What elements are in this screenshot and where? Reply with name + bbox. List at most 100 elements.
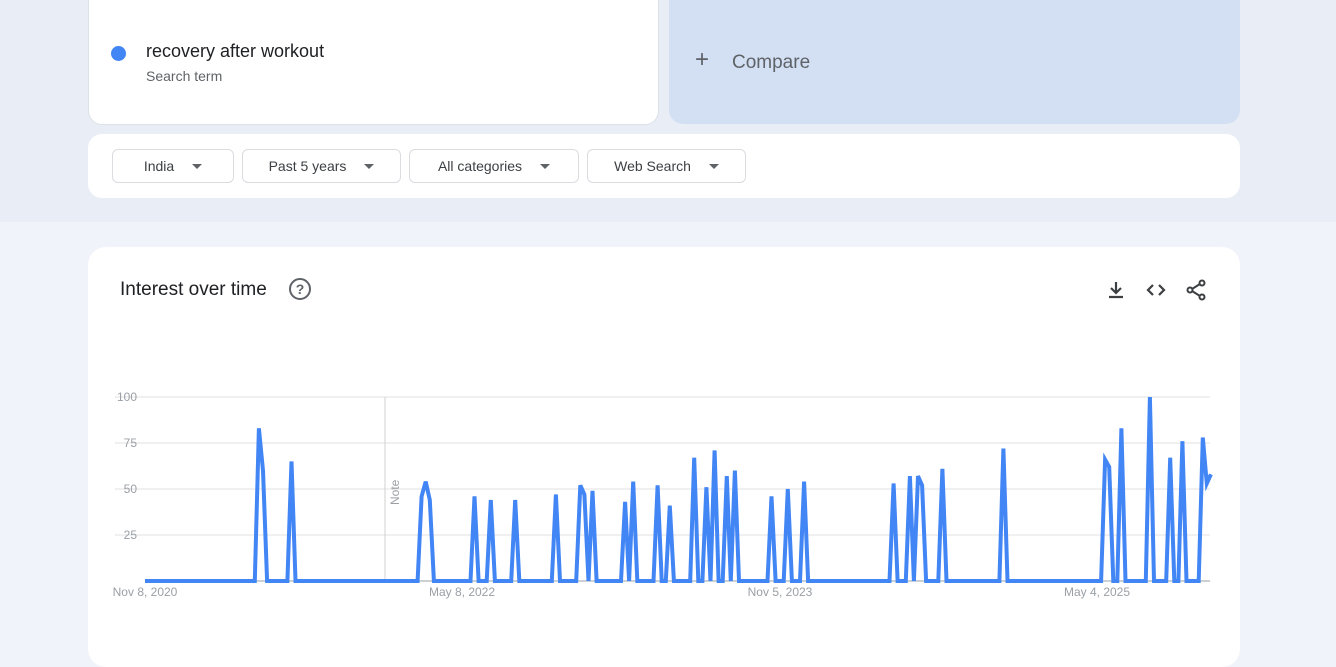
data-point[interactable]	[806, 579, 810, 583]
data-point[interactable]	[595, 579, 599, 583]
data-point[interactable]	[875, 579, 879, 583]
data-point[interactable]	[749, 579, 753, 583]
data-point[interactable]	[151, 579, 155, 583]
data-point[interactable]	[647, 579, 651, 583]
data-point[interactable]	[713, 448, 717, 452]
data-point[interactable]	[485, 579, 489, 583]
data-point[interactable]	[920, 483, 924, 487]
data-point[interactable]	[591, 489, 595, 493]
data-point[interactable]	[171, 579, 175, 583]
data-point[interactable]	[180, 579, 184, 583]
data-point[interactable]	[566, 579, 570, 583]
data-point[interactable]	[249, 579, 253, 583]
data-point[interactable]	[623, 500, 627, 504]
data-point[interactable]	[1030, 579, 1034, 583]
data-point[interactable]	[692, 456, 696, 460]
data-point[interactable]	[428, 498, 432, 502]
data-point[interactable]	[224, 579, 228, 583]
data-point[interactable]	[863, 579, 867, 583]
data-point[interactable]	[1091, 579, 1095, 583]
data-point[interactable]	[957, 579, 961, 583]
data-point[interactable]	[745, 579, 749, 583]
data-point[interactable]	[464, 579, 468, 583]
data-point[interactable]	[709, 579, 713, 583]
data-point[interactable]	[163, 579, 167, 583]
data-point[interactable]	[1168, 456, 1172, 460]
data-point[interactable]	[375, 579, 379, 583]
data-point[interactable]	[509, 579, 513, 583]
data-point[interactable]	[493, 579, 497, 583]
data-point[interactable]	[1132, 579, 1136, 583]
data-point[interactable]	[517, 579, 521, 583]
data-point[interactable]	[314, 579, 318, 583]
data-point[interactable]	[997, 579, 1001, 583]
data-point[interactable]	[359, 579, 363, 583]
data-point[interactable]	[888, 579, 892, 583]
data-point[interactable]	[1014, 579, 1018, 583]
data-point[interactable]	[851, 579, 855, 583]
data-point[interactable]	[277, 579, 281, 583]
data-point[interactable]	[167, 579, 171, 583]
data-point[interactable]	[342, 579, 346, 583]
data-point[interactable]	[318, 579, 322, 583]
data-point[interactable]	[944, 579, 948, 583]
data-point[interactable]	[843, 579, 847, 583]
data-point[interactable]	[1054, 579, 1058, 583]
download-icon[interactable]	[1104, 278, 1128, 302]
data-point[interactable]	[578, 483, 582, 487]
data-point[interactable]	[546, 579, 550, 583]
data-point[interactable]	[330, 579, 334, 583]
data-point[interactable]	[420, 494, 424, 498]
data-point[interactable]	[664, 579, 668, 583]
data-point[interactable]	[424, 480, 428, 484]
data-point[interactable]	[757, 579, 761, 583]
data-point[interactable]	[1075, 579, 1079, 583]
data-point[interactable]	[1062, 579, 1066, 583]
data-point[interactable]	[961, 579, 965, 583]
data-point[interactable]	[220, 579, 224, 583]
data-point[interactable]	[725, 474, 729, 478]
data-point[interactable]	[643, 579, 647, 583]
data-point[interactable]	[241, 579, 245, 583]
data-point[interactable]	[1189, 579, 1193, 583]
data-point[interactable]	[790, 579, 794, 583]
data-point[interactable]	[770, 494, 774, 498]
data-point[interactable]	[1115, 579, 1119, 583]
data-point[interactable]	[822, 579, 826, 583]
data-point[interactable]	[184, 579, 188, 583]
data-point[interactable]	[700, 579, 704, 583]
data-point[interactable]	[847, 579, 851, 583]
data-point[interactable]	[326, 579, 330, 583]
filter-search-type[interactable]: Web Search	[587, 149, 746, 183]
data-point[interactable]	[582, 493, 586, 497]
data-point[interactable]	[1140, 579, 1144, 583]
data-point[interactable]	[233, 579, 237, 583]
data-point[interactable]	[529, 579, 533, 583]
data-point[interactable]	[1046, 579, 1050, 583]
data-point[interactable]	[481, 579, 485, 583]
filter-time-range[interactable]: Past 5 years	[242, 149, 401, 183]
data-point[interactable]	[155, 579, 159, 583]
data-point[interactable]	[652, 579, 656, 583]
data-point[interactable]	[322, 579, 326, 583]
data-point[interactable]	[916, 474, 920, 478]
data-point[interactable]	[574, 579, 578, 583]
data-point[interactable]	[680, 579, 684, 583]
data-point[interactable]	[1209, 472, 1213, 476]
data-point[interactable]	[688, 579, 692, 583]
data-point[interactable]	[932, 579, 936, 583]
data-point[interactable]	[1176, 579, 1180, 583]
note-annotation[interactable]: Note	[388, 479, 402, 505]
data-point[interactable]	[619, 579, 623, 583]
data-point[interactable]	[306, 579, 310, 583]
data-point[interactable]	[261, 469, 265, 473]
data-point[interactable]	[399, 579, 403, 583]
data-point[interactable]	[1160, 579, 1164, 583]
data-point[interactable]	[1001, 447, 1005, 451]
data-point[interactable]	[200, 579, 204, 583]
data-point[interactable]	[973, 579, 977, 583]
data-point[interactable]	[668, 504, 672, 508]
data-point[interactable]	[1205, 481, 1209, 485]
data-point[interactable]	[513, 498, 517, 502]
data-point[interactable]	[704, 485, 708, 489]
